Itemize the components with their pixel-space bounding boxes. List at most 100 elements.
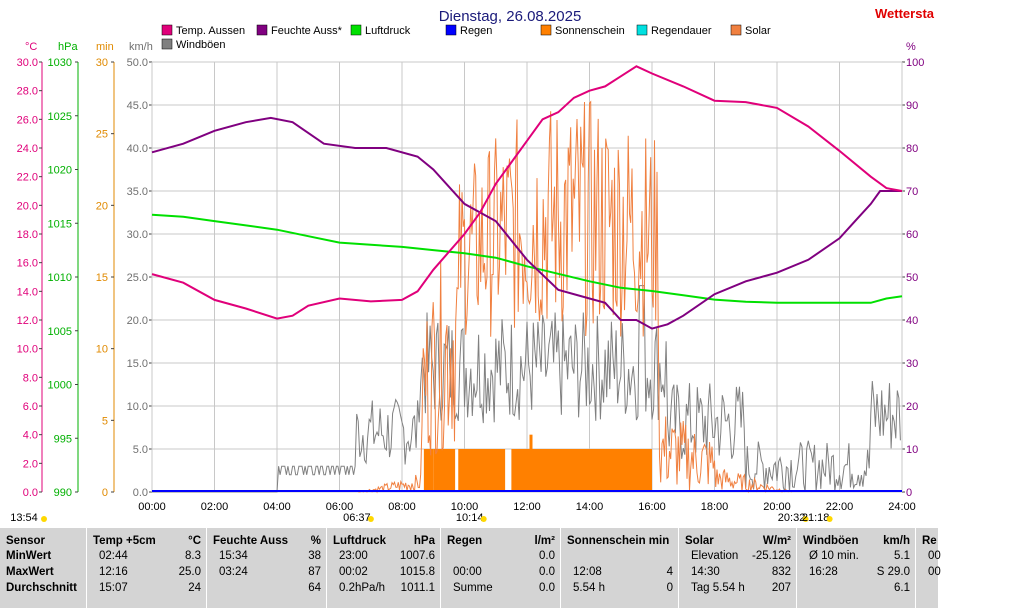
pressure-tick-label: 1030 [48, 57, 72, 69]
stats-header: Luftdruck [333, 535, 387, 547]
temp-tick-label: 2.0 [23, 458, 38, 470]
stats-avg-time: Summe [453, 582, 493, 594]
series-temp [151, 65, 903, 320]
legend-label: Regendauer [651, 25, 712, 37]
stats-min-time: 23:00 [339, 550, 368, 562]
stats-avg-time: 0.2hPa/h [339, 582, 386, 594]
stats-avg-time: 5.54 h [573, 582, 605, 594]
humidity-tick-label: 70 [906, 186, 918, 198]
pressure-tick-label: 995 [54, 433, 72, 445]
time-tick-label: 22:00 [826, 501, 854, 513]
stats-avg-value: 207 [771, 582, 791, 594]
legend-label: Regen [460, 25, 492, 37]
stats-avg-value: 64 [308, 582, 321, 594]
humidity-tick-label: 100 [906, 57, 924, 69]
legend-swatch [161, 38, 173, 50]
stats-header: Windböen [803, 535, 859, 547]
stats-label-sensor: Sensor [6, 535, 45, 547]
pressure-tick-label: 1025 [48, 111, 72, 123]
temp-tick-label: 24.0 [17, 143, 38, 155]
minutes-tick-label: 5 [102, 415, 108, 427]
stats-min-value: 1007.6 [399, 550, 435, 562]
stats-header: Regen [447, 535, 483, 547]
stats-avg-time: 15:07 [99, 582, 128, 594]
stats-header: Sonnenschein min [567, 535, 670, 547]
stats-column: Solar W/m² Elevation -25.126 14:30 832 Tag 5.5… [678, 528, 797, 608]
chart-title: Dienstag, 26.08.2025 [439, 8, 582, 25]
series-luftdruck [151, 213, 903, 304]
stats-column: Luftdruck hPa 23:00 1007.6 00:02 1015.8 0.2hPa… [326, 528, 441, 608]
minutes-unit-label: min [96, 41, 114, 53]
temp-tick-label: 26.0 [17, 114, 38, 126]
time-tick-label: 18:00 [701, 501, 729, 513]
stats-header: Temp +5cm [93, 535, 156, 547]
temp-tick-label: 18.0 [17, 229, 38, 241]
stats-avg-value: 0 [666, 582, 673, 594]
pressure-tick-label: 1010 [48, 272, 72, 284]
minutes-tick-label: 10 [96, 344, 108, 356]
stats-unit: W/m² [762, 535, 791, 547]
legend-swatch [540, 24, 552, 36]
sunshine-bar [511, 449, 652, 492]
time-tick-label: 08:00 [388, 501, 416, 513]
temp-tick-label: 14.0 [17, 286, 38, 298]
temp-tick-label: 10.0 [17, 344, 38, 356]
stats-unit: hPa [413, 535, 435, 547]
stats-column: Sonnenschein min 12:08 4 5.54 h 0 [560, 528, 679, 608]
stats-avg-value: 6.1 [894, 582, 910, 594]
stats-max-time: 00:00 [453, 566, 482, 578]
stats-column: Temp +5cm °C 02:44 8.3 12:16 25.0 15:07 24 [86, 528, 207, 608]
stats-max-value: 87 [308, 566, 321, 578]
temp-tick-label: 16.0 [17, 258, 38, 270]
temp-tick-label: 22.0 [17, 172, 38, 184]
sunshine-bar [423, 449, 434, 492]
pressure-tick-label: 1005 [48, 326, 72, 338]
stats-min-value: 8.3 [185, 550, 201, 562]
grid [151, 61, 903, 493]
time-tick-label: 06:00 [326, 501, 354, 513]
temp-tick-label: 20.0 [17, 200, 38, 212]
legend-swatch [730, 24, 742, 36]
pressure-tick-label: 1000 [48, 380, 72, 392]
legend-swatch [636, 24, 648, 36]
stats-max-time: 00:02 [339, 566, 368, 578]
humidity-tick-label: 90 [906, 100, 918, 112]
stats-unit: °C [188, 535, 201, 547]
time-tick-label: 00:00 [138, 501, 166, 513]
sun-marker-icon [802, 516, 809, 522]
weather-chart: Dienstag, 26.08.2025 Wettersta Temp. Aus… [10, 6, 935, 524]
stats-max-value: 0.0 [539, 566, 555, 578]
stats-avg-value: 0.0 [539, 582, 555, 594]
pressure-tick-label: 1020 [48, 165, 72, 177]
stats-label-avg: Durchschnitt [6, 582, 77, 594]
time-marker-label: 10:14 [456, 512, 484, 524]
legend: Temp. Aussen Feuchte Auss* Luftdruck Regen S… [161, 24, 771, 51]
stats-max-time: 12:08 [573, 566, 602, 578]
stats-unit: l/m² [534, 535, 555, 547]
stats-max-value: 4 [666, 566, 673, 578]
humidity-tick-label: 0 [906, 487, 912, 499]
legend-label: Temp. Aussen [176, 25, 245, 37]
stats-min-value: 38 [308, 550, 321, 562]
time-tick-label: 04:00 [263, 501, 291, 513]
stats-min-value: 0.0 [539, 550, 555, 562]
humidity-tick-label: 40 [906, 315, 918, 327]
stats-avg-value: 1011.1 [400, 582, 435, 594]
temp-tick-label: 4.0 [23, 430, 38, 442]
wind-tick-label: 10.0 [127, 401, 148, 413]
wind-tick-label: 15.0 [127, 358, 148, 370]
legend-swatch [445, 24, 457, 36]
stats-min-value: 5.1 [894, 550, 910, 562]
humidity-tick-label: 60 [906, 229, 918, 241]
wind-tick-label: 30.0 [127, 229, 148, 241]
stats-avg-time: Tag 5.54 h [691, 582, 745, 594]
stats-max-time: 03:24 [219, 566, 248, 578]
wind-tick-label: 25.0 [127, 272, 148, 284]
wind-tick-label: 45.0 [127, 100, 148, 112]
minutes-tick-label: 15 [96, 272, 108, 284]
minutes-tick-label: 20 [96, 200, 108, 212]
wind-unit-label: km/h [129, 41, 153, 53]
stats-label-min: MinWert [6, 550, 52, 562]
stats-label-max: MaxWert [6, 566, 54, 578]
